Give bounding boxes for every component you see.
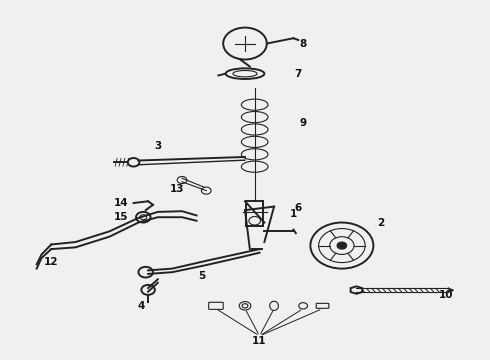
Text: 8: 8 [299,39,307,49]
Text: 9: 9 [299,118,307,128]
Text: 6: 6 [294,203,302,213]
Text: 2: 2 [377,217,384,228]
Circle shape [337,242,347,249]
Text: 5: 5 [198,271,205,281]
Text: 4: 4 [137,301,145,311]
Text: 12: 12 [44,257,58,266]
Text: 14: 14 [114,198,129,208]
Text: 1: 1 [290,209,297,219]
Text: 10: 10 [439,290,453,300]
Text: 11: 11 [252,336,267,346]
Text: 15: 15 [114,212,129,222]
Text: 3: 3 [154,141,161,151]
Text: 13: 13 [170,184,184,194]
Text: 7: 7 [294,69,302,79]
